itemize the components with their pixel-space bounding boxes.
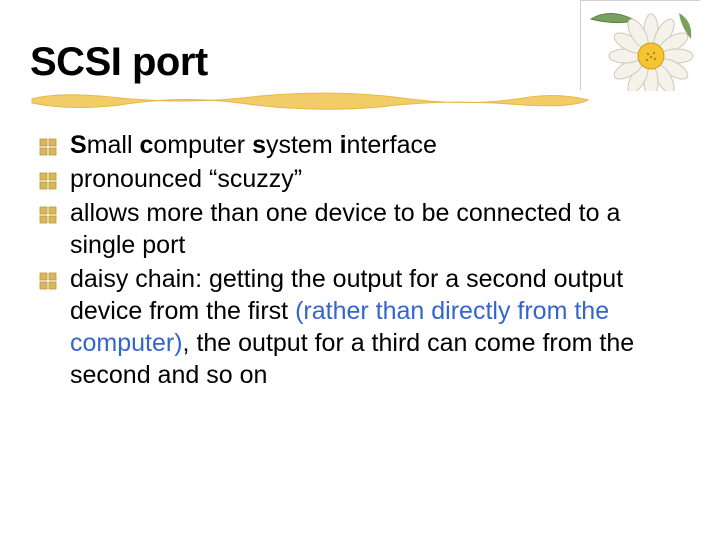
bullet-item: pronounced “scuzzy” [36,163,690,195]
flower-decoration [580,0,700,90]
bullet-icon [38,201,58,221]
title-underline [30,89,590,111]
bullet-text: Small computer system interface [70,131,437,159]
bullet-item: daisy chain: getting the output for a se… [36,263,690,391]
bullet-text: pronounced “scuzzy” [70,165,302,193]
bullet-icon [38,267,58,287]
slide: SCSI port Small computer system interfac… [0,0,720,540]
bullet-text: daisy chain: getting the output for a se… [70,265,634,389]
bullet-text: allows more than one device to be connec… [70,199,620,259]
bullet-icon [38,133,58,153]
bullet-item: Small computer system interface [36,129,690,161]
bullet-icon [38,167,58,187]
bullet-list: Small computer system interface pronounc… [30,129,690,391]
bullet-item: allows more than one device to be connec… [36,197,690,261]
